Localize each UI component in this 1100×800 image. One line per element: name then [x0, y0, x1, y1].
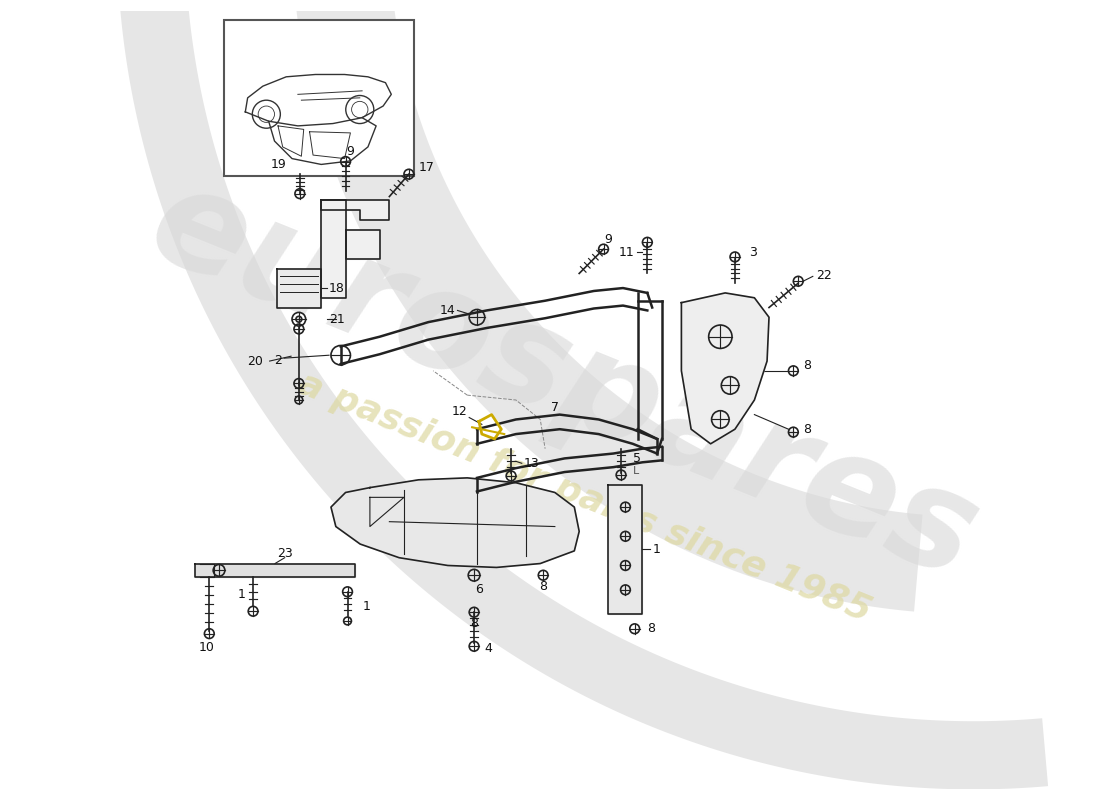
Polygon shape — [345, 230, 379, 259]
Text: L: L — [632, 466, 639, 476]
Text: 10: 10 — [198, 641, 214, 654]
Text: 12: 12 — [452, 405, 468, 418]
Text: 23: 23 — [277, 547, 293, 560]
Text: 9: 9 — [346, 146, 354, 158]
Text: 1: 1 — [363, 600, 371, 613]
Text: 14: 14 — [440, 304, 455, 317]
Text: 2: 2 — [274, 354, 283, 366]
Polygon shape — [195, 563, 355, 577]
Text: 3: 3 — [749, 246, 758, 258]
Text: 8: 8 — [539, 580, 547, 594]
Text: 8: 8 — [470, 618, 478, 630]
Text: 20: 20 — [248, 354, 263, 367]
Text: 22: 22 — [816, 269, 832, 282]
Text: 1: 1 — [652, 543, 660, 556]
Text: 18: 18 — [329, 282, 345, 294]
Text: 21: 21 — [329, 313, 344, 326]
Text: a passion for parts since 1985: a passion for parts since 1985 — [293, 366, 876, 628]
Text: 6: 6 — [475, 583, 483, 596]
Text: 13: 13 — [524, 457, 539, 470]
Text: 5: 5 — [632, 452, 640, 465]
Text: 9: 9 — [605, 233, 613, 246]
Polygon shape — [331, 478, 580, 567]
Text: 17: 17 — [419, 161, 435, 174]
Text: eurospares: eurospares — [132, 154, 997, 607]
Text: 19: 19 — [271, 158, 286, 171]
Polygon shape — [681, 293, 769, 444]
Text: 11: 11 — [619, 246, 635, 258]
Polygon shape — [321, 201, 389, 220]
Text: 7: 7 — [551, 402, 559, 414]
Text: 8: 8 — [803, 422, 811, 436]
PathPatch shape — [292, 0, 923, 611]
Bar — [224, 20, 414, 176]
Text: 1: 1 — [238, 588, 245, 601]
Polygon shape — [321, 201, 345, 298]
Text: 8: 8 — [647, 622, 656, 635]
Polygon shape — [608, 485, 642, 614]
Text: 4: 4 — [485, 642, 493, 654]
PathPatch shape — [117, 0, 1048, 790]
Text: 8: 8 — [803, 359, 811, 373]
Polygon shape — [277, 269, 321, 307]
